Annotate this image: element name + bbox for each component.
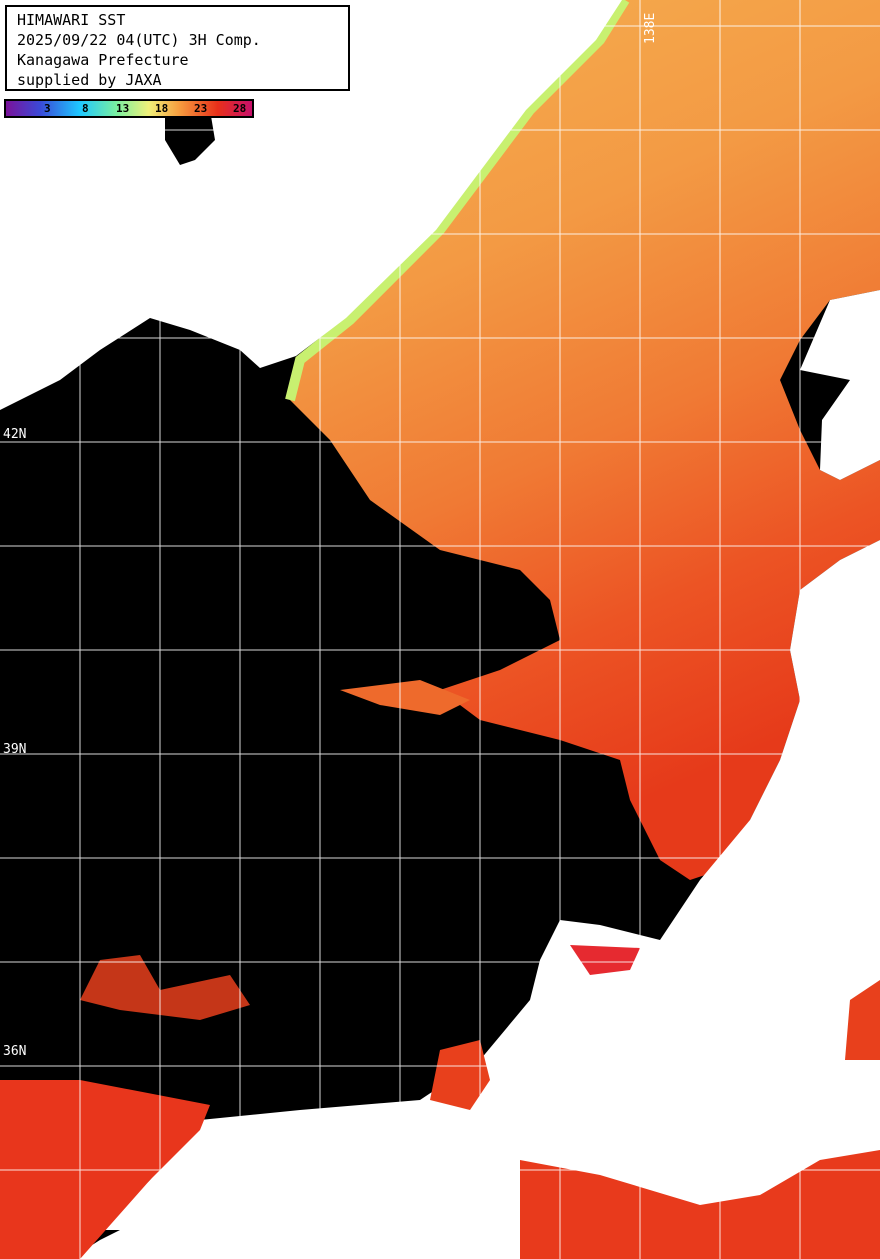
legend-tick: 23 [194, 102, 208, 115]
land-honshu-west [100, 540, 880, 1230]
title-line-1: HIMAWARI SST [17, 11, 126, 29]
legend-tick: 8 [82, 102, 89, 115]
sea-pacific-east [845, 980, 880, 1060]
lat-label-36n: 36N [3, 1044, 27, 1059]
title-box: HIMAWARI SST 2025/09/22 04(UTC) 3H Comp.… [5, 5, 350, 91]
legend-tick: 18 [155, 102, 169, 115]
legend-tick: 13 [116, 102, 130, 115]
title-line-3: Kanagawa Prefecture [17, 51, 189, 69]
title-line-2: 2025/09/22 04(UTC) 3H Comp. [17, 31, 261, 49]
sea-toyama-bay [570, 945, 640, 975]
lat-label-39n: 39N [3, 742, 27, 757]
lon-label-138e: 138E [643, 12, 658, 44]
legend-tick: 3 [44, 102, 51, 115]
sea-wakasa-patch [430, 1040, 490, 1110]
sea-surface-warm [290, 0, 880, 880]
title-line-4: supplied by JAXA [17, 71, 162, 89]
sea-surface-offshore-patch [340, 680, 470, 715]
sea-sw-speckle-field [80, 955, 250, 1020]
coastal-cool-band [285, 0, 630, 402]
legend-tick: 28 [233, 102, 247, 115]
lat-label-42n: 42N [3, 427, 27, 442]
sea-south-strip [520, 1150, 880, 1259]
color-scale-legend: 3 8 13 18 23 28 [4, 99, 254, 118]
land-sakhalin [165, 110, 215, 165]
